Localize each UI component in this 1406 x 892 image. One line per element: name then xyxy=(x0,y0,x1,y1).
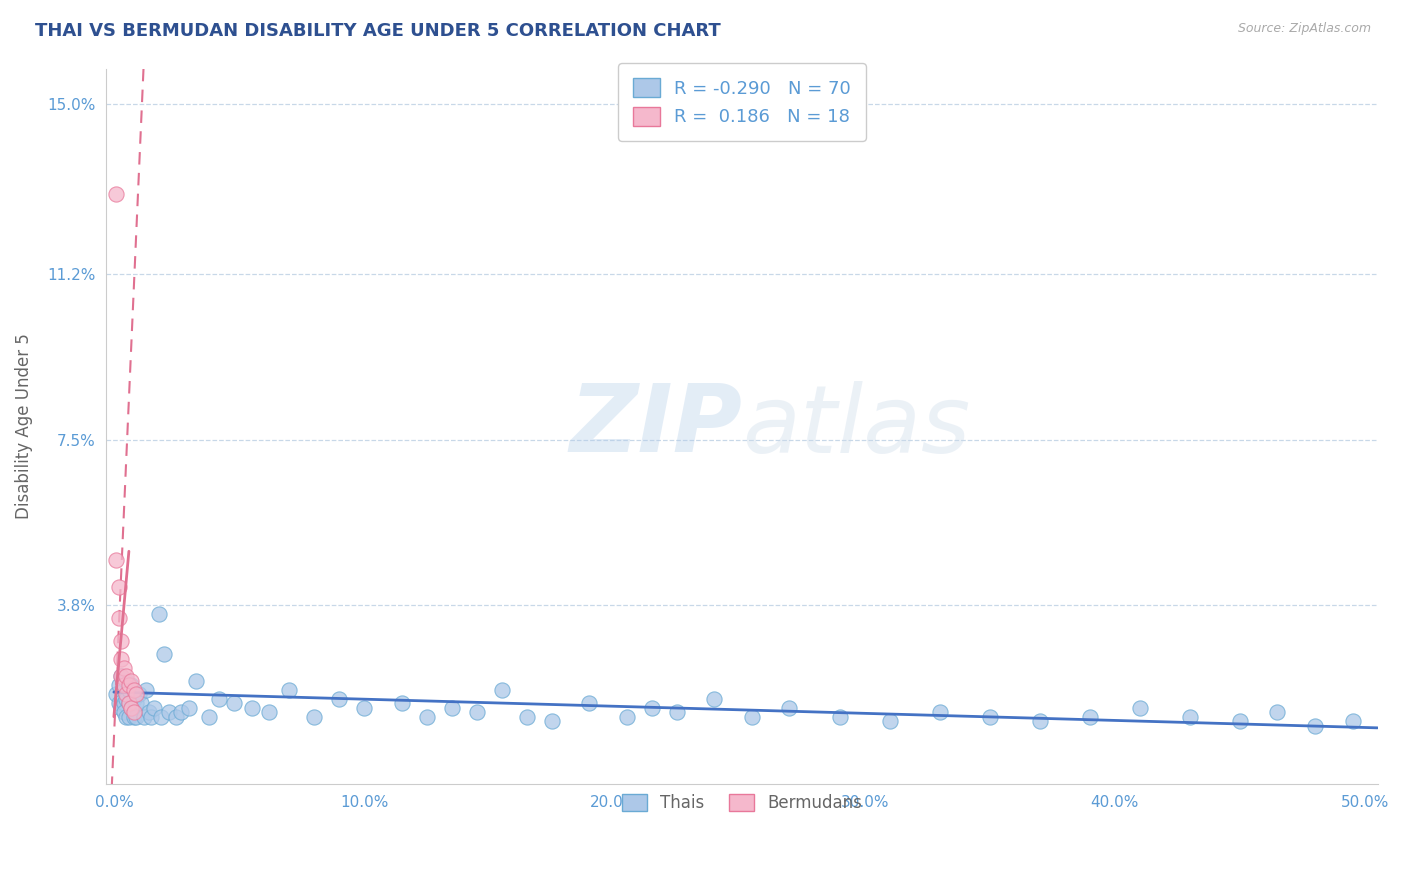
Point xyxy=(120,673,142,688)
Point xyxy=(110,700,132,714)
Point xyxy=(1078,709,1101,723)
Point xyxy=(115,669,138,683)
Point xyxy=(125,687,148,701)
Point xyxy=(105,553,128,567)
Point xyxy=(115,709,138,723)
Point xyxy=(278,682,301,697)
Point xyxy=(665,705,688,719)
Point xyxy=(108,580,131,594)
Point xyxy=(122,709,145,723)
Point xyxy=(122,705,145,719)
Point xyxy=(1267,705,1289,719)
Point xyxy=(1303,718,1326,732)
Point xyxy=(118,696,141,710)
Point xyxy=(177,700,200,714)
Y-axis label: Disability Age Under 5: Disability Age Under 5 xyxy=(15,334,32,519)
Point xyxy=(616,709,638,723)
Point xyxy=(131,696,153,710)
Point xyxy=(122,682,145,697)
Point xyxy=(110,633,132,648)
Point xyxy=(118,696,141,710)
Point xyxy=(741,709,763,723)
Point xyxy=(112,660,135,674)
Point xyxy=(115,691,138,706)
Point xyxy=(115,673,138,688)
Point xyxy=(1341,714,1364,728)
Point xyxy=(491,682,513,697)
Point xyxy=(120,700,142,714)
Text: Source: ZipAtlas.com: Source: ZipAtlas.com xyxy=(1237,22,1371,36)
Point xyxy=(118,709,141,723)
Point xyxy=(302,709,325,723)
Point xyxy=(1178,709,1201,723)
Point xyxy=(516,709,538,723)
Point xyxy=(128,687,150,701)
Point xyxy=(108,611,131,625)
Point xyxy=(105,687,128,701)
Point xyxy=(703,691,725,706)
Point xyxy=(415,709,437,723)
Point xyxy=(328,691,350,706)
Point xyxy=(198,709,221,723)
Point xyxy=(148,607,170,621)
Point xyxy=(1129,700,1152,714)
Point xyxy=(879,714,901,728)
Point xyxy=(208,691,231,706)
Point xyxy=(440,700,463,714)
Point xyxy=(828,709,851,723)
Point xyxy=(170,705,193,719)
Point xyxy=(125,696,148,710)
Point xyxy=(118,682,141,697)
Point xyxy=(141,709,163,723)
Point xyxy=(465,705,488,719)
Point xyxy=(138,705,160,719)
Point xyxy=(928,705,950,719)
Text: ZIP: ZIP xyxy=(569,380,742,472)
Point xyxy=(112,696,135,710)
Legend: Thais, Bermudans: Thais, Bermudans xyxy=(609,780,876,825)
Point xyxy=(135,682,157,697)
Point xyxy=(110,669,132,683)
Point xyxy=(125,709,148,723)
Point xyxy=(120,678,142,692)
Point xyxy=(108,696,131,710)
Point xyxy=(540,714,562,728)
Point xyxy=(257,705,280,719)
Point xyxy=(1229,714,1251,728)
Point xyxy=(150,709,173,723)
Point xyxy=(240,700,263,714)
Point xyxy=(186,673,208,688)
Point xyxy=(120,700,142,714)
Point xyxy=(112,682,135,697)
Point xyxy=(578,696,600,710)
Point xyxy=(118,678,141,692)
Point xyxy=(979,709,1001,723)
Point xyxy=(1028,714,1050,728)
Point xyxy=(153,647,176,661)
Point xyxy=(112,678,135,692)
Point xyxy=(105,186,128,201)
Text: THAI VS BERMUDAN DISABILITY AGE UNDER 5 CORRELATION CHART: THAI VS BERMUDAN DISABILITY AGE UNDER 5 … xyxy=(35,22,721,40)
Point xyxy=(108,678,131,692)
Point xyxy=(641,700,664,714)
Text: atlas: atlas xyxy=(742,381,970,472)
Point xyxy=(132,709,155,723)
Point xyxy=(165,709,187,723)
Point xyxy=(142,700,165,714)
Point xyxy=(157,705,180,719)
Point xyxy=(222,696,245,710)
Point xyxy=(122,691,145,706)
Point xyxy=(112,705,135,719)
Point xyxy=(353,700,375,714)
Point xyxy=(391,696,413,710)
Point xyxy=(110,669,132,683)
Point xyxy=(115,687,138,701)
Point xyxy=(110,651,132,665)
Point xyxy=(779,700,801,714)
